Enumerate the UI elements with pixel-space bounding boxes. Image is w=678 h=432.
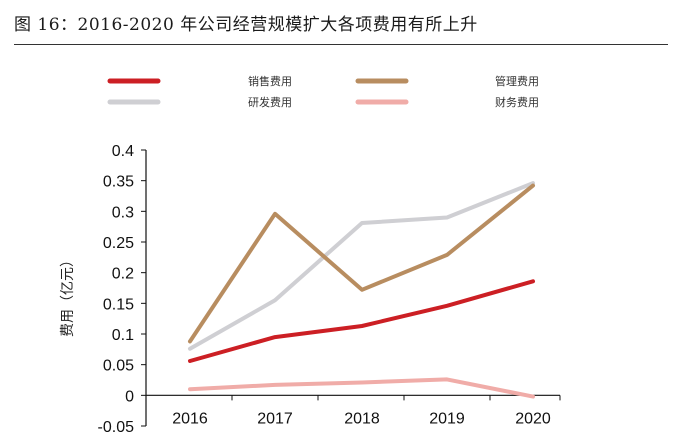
chart-series [188, 181, 535, 399]
legend-label: 财务费用 [495, 95, 539, 109]
series-line [188, 183, 535, 344]
x-tick-label: 2020 [515, 410, 551, 427]
series-line [188, 377, 535, 399]
x-tick-label: 2019 [429, 410, 465, 427]
chart-axes: -0.05 0 0.05 0.1 0.15 0.2 0.25 0.3 0.35 0.4 2016 20… [98, 143, 561, 432]
y-tick-label: 0.2 [112, 266, 134, 283]
y-tick-label: 0.05 [103, 358, 134, 375]
legend-label: 研发费用 [248, 95, 292, 109]
y-axis-label: 费用（亿元） [60, 253, 76, 337]
y-tick-label: 0.15 [103, 296, 134, 313]
x-tick-label: 2018 [344, 410, 380, 427]
series-line [188, 181, 535, 351]
y-tick-label: -0.05 [98, 419, 135, 432]
legend-label: 管理费用 [495, 74, 539, 88]
y-tick-label: 0.3 [112, 204, 134, 221]
series-line [188, 279, 535, 363]
title-divider [14, 44, 668, 45]
y-tick-label: 0.1 [112, 327, 134, 344]
y-tick-label: 0 [125, 388, 134, 405]
y-tick-label: 0.35 [103, 174, 134, 191]
x-tick-label: 2017 [257, 410, 293, 427]
y-tick-label: 0.4 [112, 143, 134, 160]
y-tick-label: 0.25 [103, 235, 134, 252]
legend-label: 销售费用 [248, 74, 292, 88]
x-tick-label: 2016 [172, 410, 208, 427]
figure-title: 图 16：2016-2020 年公司经营规模扩大各项费用有所上升 [14, 15, 478, 35]
